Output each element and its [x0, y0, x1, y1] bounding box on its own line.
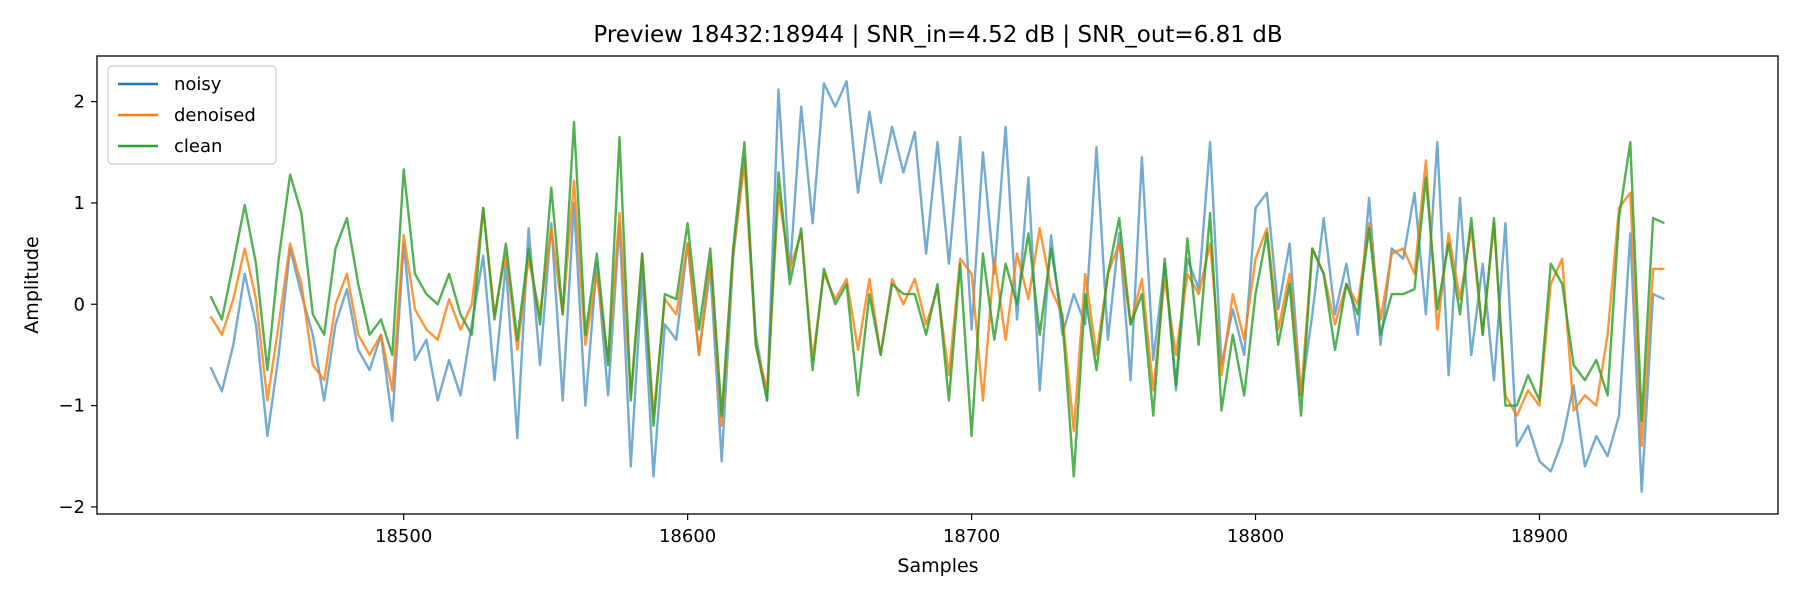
- chart-title: Preview 18432:18944 | SNR_in=4.52 dB | S…: [593, 22, 1282, 48]
- x-tick-label: 18600: [659, 526, 716, 547]
- y-tick-label: −2: [58, 497, 85, 518]
- x-tick-label: 18900: [1511, 526, 1568, 547]
- y-tick-label: −1: [58, 396, 85, 417]
- legend-box: [107, 65, 277, 165]
- y-axis-ticks: −2 −1 0 1 2: [58, 92, 97, 518]
- legend-label-denoised: denoised: [174, 105, 256, 126]
- x-tick-label: 18700: [943, 526, 1000, 547]
- x-tick-label: 18500: [375, 526, 432, 547]
- x-axis-ticks: 18500 18600 18700 18800 18900: [375, 514, 1568, 547]
- series-line-noisy: [209, 80, 1665, 493]
- x-tick-label: 18800: [1227, 526, 1284, 547]
- series-layer: [209, 80, 1665, 493]
- series-line-clean: [209, 120, 1665, 478]
- legend-label-noisy: noisy: [174, 74, 222, 95]
- y-axis-label: Amplitude: [21, 236, 43, 333]
- legend-label-clean: clean: [174, 136, 222, 157]
- y-tick-label: 1: [74, 193, 85, 214]
- legend: noisy denoised clean: [107, 65, 277, 165]
- y-tick-label: 2: [74, 92, 85, 113]
- y-tick-label: 0: [74, 294, 85, 315]
- plot-area-frame: [96, 55, 1779, 515]
- x-axis-label: Samples: [897, 555, 978, 577]
- series-line-denoised: [209, 159, 1665, 448]
